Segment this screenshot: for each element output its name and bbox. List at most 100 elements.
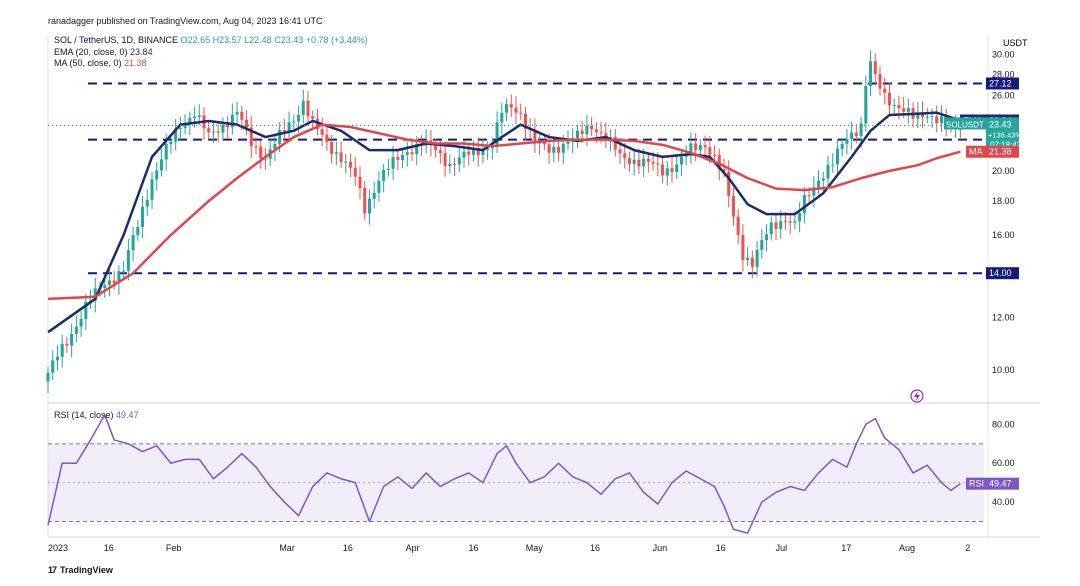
candle-body: [887, 92, 891, 106]
candle: [230, 103, 234, 135]
lightning-icon: [910, 389, 924, 403]
candle-body: [921, 112, 925, 117]
candle-body: [670, 168, 674, 173]
publisher-line: ranadagger published on TradingView.com,…: [48, 16, 323, 26]
candle: [883, 77, 887, 105]
chart-legend: SOL / TetherUS, 1D, BINANCE O22.65 H23.5…: [54, 35, 368, 70]
rsi-legend: RSI (14, close) 49.47: [54, 410, 139, 420]
candle-body: [226, 124, 230, 128]
candle: [774, 212, 778, 241]
candle: [538, 133, 542, 156]
candle-body: [505, 104, 509, 113]
candle-body: [826, 164, 830, 179]
tradingview-logo[interactable]: 17 TradingView: [48, 565, 113, 575]
candle-body: [514, 107, 518, 113]
candle-body: [769, 222, 773, 235]
ma-value: 21.38: [124, 58, 147, 68]
candle-body: [438, 150, 442, 154]
candle-body: [656, 163, 660, 165]
candle: [311, 110, 315, 131]
candle-body: [873, 61, 877, 75]
candle-body: [254, 146, 258, 148]
candle-body: [273, 143, 277, 150]
candle-body: [207, 128, 211, 133]
candle-body: [297, 114, 301, 122]
candle-body: [533, 129, 537, 144]
candle-body: [594, 129, 598, 133]
candle: [533, 118, 537, 154]
candle: [103, 275, 107, 298]
candle: [486, 141, 490, 160]
time-tick-label: Mar: [279, 543, 295, 553]
time-tick-label: 2: [965, 543, 970, 553]
candle-body: [306, 100, 310, 117]
candle-body: [386, 168, 390, 170]
candle-body: [320, 129, 324, 135]
candle-body: [500, 112, 504, 123]
time-tick-label: 16: [590, 543, 600, 553]
price-tick-label: 20.00: [992, 166, 1015, 176]
candle: [869, 50, 873, 97]
candle-body: [755, 249, 759, 267]
candle: [637, 148, 641, 174]
candle-body: [897, 104, 901, 109]
candle: [552, 136, 556, 163]
candle-body: [935, 116, 939, 124]
ma-price-box: [966, 145, 1019, 158]
candle: [419, 135, 423, 156]
candle-body: [486, 148, 490, 150]
candle-body: [741, 234, 745, 261]
candle-body: [131, 235, 135, 251]
candle-body: [358, 176, 362, 188]
candle: [301, 89, 305, 124]
candle: [150, 171, 154, 210]
candle: [193, 106, 197, 128]
candle-body: [949, 124, 953, 127]
candle-body: [70, 334, 74, 346]
candle-body: [353, 167, 357, 177]
candle-body: [363, 187, 367, 214]
close-value: C23.43: [274, 35, 304, 45]
candle-body: [627, 158, 631, 164]
level-label-box: [986, 267, 1019, 280]
candle-body: [315, 118, 319, 130]
candle: [339, 141, 343, 168]
candle-body: [263, 158, 267, 160]
candle-body: [694, 143, 698, 151]
candle: [722, 158, 726, 178]
candle: [169, 135, 173, 154]
time-tick-label: May: [526, 543, 544, 553]
candle-body: [604, 133, 608, 140]
candle-body: [103, 285, 107, 289]
bar-countdown: 07:18:42: [990, 140, 1022, 149]
candle: [746, 246, 750, 267]
candle: [334, 141, 338, 166]
candle: [297, 105, 301, 134]
candle: [453, 157, 457, 177]
time-tick-label: Aug: [899, 543, 915, 553]
candle: [240, 105, 244, 131]
candle: [273, 135, 277, 162]
candle: [679, 149, 683, 177]
candle-body: [216, 131, 220, 133]
candle: [495, 111, 499, 154]
candle-body: [939, 116, 943, 124]
candle-body: [760, 240, 764, 250]
ema-line: [47, 111, 961, 334]
candle: [542, 133, 546, 151]
candle-body: [249, 127, 253, 147]
candle-body: [859, 123, 863, 136]
candle-body: [334, 152, 338, 154]
candle: [741, 224, 745, 272]
candle: [604, 122, 608, 148]
candle: [623, 142, 627, 169]
candle-body: [661, 164, 665, 176]
candle: [500, 102, 504, 134]
time-tick-label: 16: [468, 543, 478, 553]
candle-body: [490, 146, 494, 149]
candle-body: [301, 100, 305, 115]
candle-body: [765, 234, 769, 241]
candle-body: [575, 130, 579, 139]
candle: [571, 128, 575, 153]
